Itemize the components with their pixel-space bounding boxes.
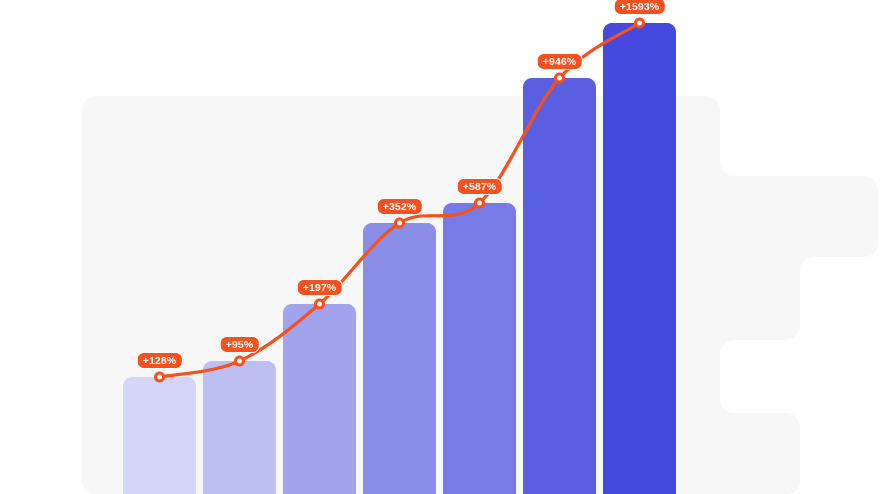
growth-badge-3: +197% xyxy=(296,278,343,296)
line-marker-4 xyxy=(394,217,405,229)
growth-badge-7: +1593% xyxy=(613,0,666,15)
bar-4 xyxy=(363,223,436,494)
bar-3 xyxy=(283,304,356,494)
bar-7 xyxy=(603,23,676,494)
growth-badge-1: +128% xyxy=(136,351,183,369)
bar-5 xyxy=(443,203,516,494)
growth-badge-6: +946% xyxy=(536,52,583,70)
bar-6 xyxy=(523,78,596,494)
bar-2 xyxy=(203,361,276,494)
line-marker-5 xyxy=(474,197,485,209)
line-marker-7 xyxy=(634,17,645,29)
growth-badge-2: +95% xyxy=(219,335,260,353)
bar-1 xyxy=(123,377,196,494)
line-marker-6 xyxy=(554,72,565,84)
growth-badge-4: +352% xyxy=(376,197,423,215)
growth-badge-5: +587% xyxy=(456,177,503,195)
line-marker-1 xyxy=(154,371,165,383)
line-marker-2 xyxy=(234,355,245,367)
line-marker-3 xyxy=(314,298,325,310)
